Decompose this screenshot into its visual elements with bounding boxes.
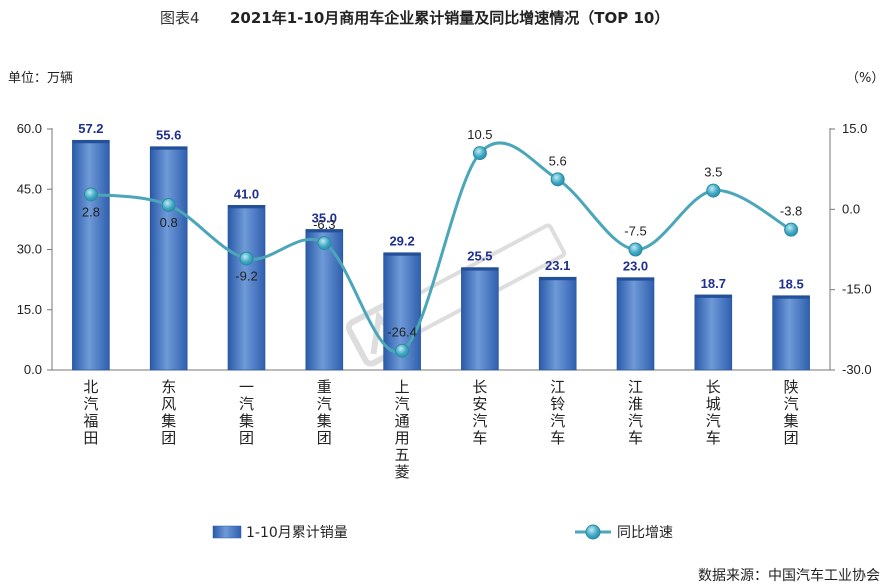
growth-point-6 [550,172,565,187]
growth-line-layer: 2.8 0.8 -9.2 -6.3 -26.4 10.5 5.6 -7.5 3.5 -3.8 [82,127,802,358]
bar-value-label: 41.0 [234,186,259,201]
bar-value-label: 23.0 [623,259,648,274]
growth-point-1 [161,198,176,213]
legend-line-marker [585,524,601,540]
figure-number: 图表4 [160,9,200,27]
category-label: 重汽集团 [317,378,332,447]
growth-point-3 [317,236,332,251]
bar-cap [383,252,421,256]
left-tick-label: 0.0 [24,362,42,377]
bar-value-label: 25.5 [467,249,492,264]
bars-layer [72,139,810,371]
growth-point-4 [395,343,410,358]
right-axis-ticks: -30.0 -15.0 0.0 15.0 [830,121,872,377]
legend: 1-10月累计销量 同比增速 [212,524,673,541]
data-source: 数据来源：中国汽车工业协会 [698,567,880,584]
bar-9 [772,295,810,371]
bar-cap [617,277,654,281]
left-tick-label: 15.0 [17,302,42,317]
bar-value-label: 18.5 [778,277,803,292]
right-tick-label: -30.0 [842,362,872,377]
category-label: 长城汽车 [706,378,721,447]
bar-3 [305,229,344,371]
category-label: 江铃汽车 [550,378,565,447]
growth-value-label: -26.4 [387,325,417,340]
bar-cap [772,295,810,299]
bar-cap [539,277,577,281]
left-axis-unit: 单位：万辆 [8,71,73,86]
bar-2 [227,205,266,371]
bar-value-label: 35.0 [312,210,337,225]
growth-value-label: -9.2 [235,269,257,284]
growth-point-9 [784,222,799,237]
left-axis-ticks: 0.0 15.0 30.0 45.0 60.0 [17,121,52,377]
growth-point-8 [706,183,721,198]
growth-value-label: -6.3 [313,217,335,232]
growth-line [90,141,792,354]
bar-labels-layer: 57.2 55.6 41.0 35.0 29.2 25.5 23.1 23.0 18.7 18.5 [78,121,804,291]
bar-5 [461,267,499,371]
category-label: 一汽集团 [239,378,254,447]
growth-value-label: 5.6 [549,153,567,168]
left-tick-label: 60.0 [17,121,42,136]
category-label: 陕汽集团 [784,378,799,447]
bar-value-label: 55.6 [156,128,181,143]
left-tick-label: 30.0 [17,242,42,257]
bar-cap [150,146,188,150]
growth-value-label: 0.8 [160,215,178,230]
growth-point-7 [628,242,643,257]
bar-6 [538,276,577,371]
growth-value-label: -7.5 [624,224,646,239]
bar-value-label: 57.2 [78,121,103,136]
bar-value-label: 29.2 [389,234,414,249]
bar-cap [228,205,265,209]
growth-value-label: -3.8 [780,204,802,219]
bar-value-label: 23.1 [545,258,570,273]
category-label: 江淮汽车 [628,378,643,447]
legend-line-label: 同比增速 [617,525,673,541]
growth-value-label: 2.8 [82,204,100,219]
bar-7 [616,277,655,371]
bar-8 [694,294,733,371]
category-label: 上汽通用五菱 [395,378,410,481]
growth-point-0 [83,187,98,202]
right-tick-label: 15.0 [842,121,867,136]
right-tick-label: 0.0 [842,201,860,216]
bar-0 [72,139,110,371]
bar-cap [305,229,343,233]
growth-point-2 [239,251,254,266]
left-tick-label: 45.0 [17,181,42,196]
right-axis-unit: （%） [846,71,884,86]
category-label: 北汽福田 [83,378,98,447]
legend-bar-label: 1-10月累计销量 [246,525,348,541]
watermark [345,223,567,367]
category-label: 长安汽车 [472,378,487,447]
growth-value-label: 3.5 [704,165,722,180]
bar-cap [72,140,110,144]
growth-value-label: 10.5 [467,127,492,142]
legend-bar-swatch [212,525,242,539]
bar-value-label: 18.7 [701,276,726,291]
bar-cap [461,267,499,271]
growth-point-5 [472,146,487,161]
bar-cap [694,294,732,298]
bar-1 [149,146,188,371]
chart-title: 2021年1-10月商用车企业累计销量及同比增速情况（TOP 10） [230,9,669,27]
category-label: 东风集团 [161,378,176,447]
category-labels: 北汽福田 东风集团 一汽集团 重汽集团 上汽通用五菱 长安汽车 江铃汽车 江淮汽车 长城汽车 陕汽… [83,378,798,481]
right-tick-label: -15.0 [842,282,872,297]
